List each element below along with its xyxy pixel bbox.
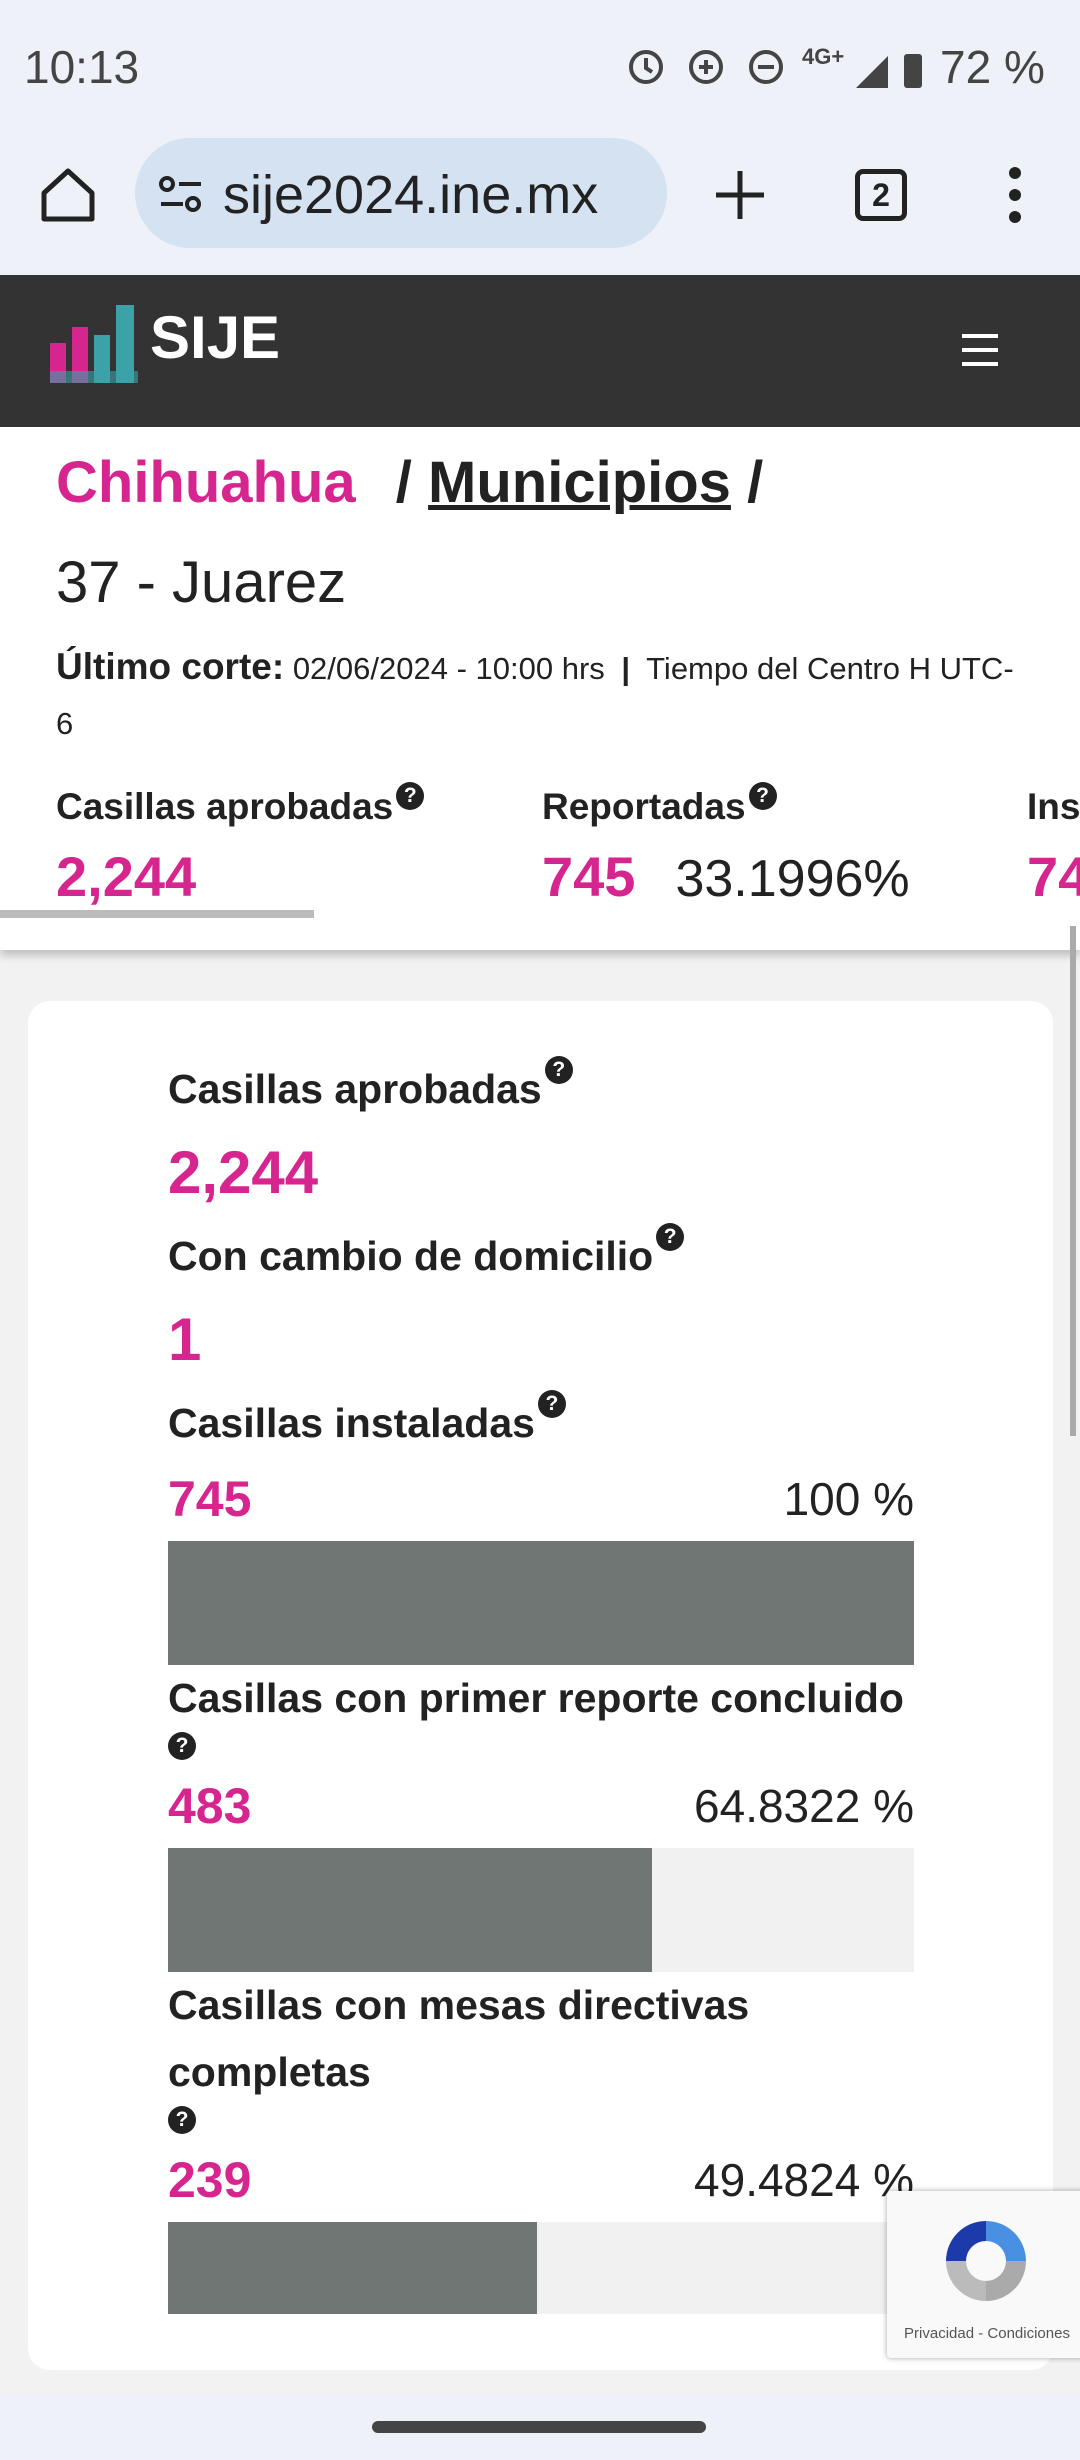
help-icon: ?	[748, 782, 777, 810]
item-value: 2,244	[168, 1139, 319, 1206]
item-label-text: Casillas con primer reporte concluido	[168, 1675, 904, 1721]
help-icon: ?	[656, 1223, 685, 1251]
cutoff-timezone: Tiempo del Centro H UTC-6	[56, 651, 1014, 741]
status-icons	[629, 50, 783, 84]
progress-fill	[168, 1848, 652, 1972]
separator: /	[747, 450, 764, 515]
item-label: Casillas aprobadas?	[168, 1056, 914, 1123]
summary-percent: 33.1996%	[675, 850, 910, 908]
browser-bar: sije2024.ine.mx 2	[0, 125, 1080, 275]
recaptcha-badge[interactable]: Privacidad - Condiciones	[887, 2191, 1080, 2358]
cutoff-label: Último corte:	[56, 646, 285, 687]
signal-battery	[856, 54, 922, 88]
summary-item: Casillas aprobadas? 2,244	[56, 782, 425, 937]
summary-value: 2,244	[56, 845, 197, 908]
progress-fill	[168, 2222, 538, 2314]
cutoff: Último corte: 02/06/2024 - 10:00 hrs | T…	[56, 639, 1016, 751]
help-row: ?	[168, 1732, 914, 1764]
location: 37 - Juarez	[56, 550, 347, 615]
item-row: 239 49.4824 %	[168, 2138, 914, 2222]
help-icon: ?	[537, 1390, 566, 1418]
item-label: Con cambio de domicilio?	[168, 1223, 914, 1290]
gesture-pill[interactable]	[372, 2421, 706, 2433]
scroll-indicator	[0, 910, 314, 918]
summary-values: 745	[1027, 832, 1080, 937]
item-label-text: Con cambio de domicilio	[168, 1233, 654, 1279]
site-header: SIJE	[0, 275, 1080, 427]
summary-item: Instaladas? 745	[1027, 782, 1080, 937]
separator: |	[621, 651, 631, 686]
item-row: 483 64.8322 %	[168, 1764, 914, 1848]
item-percent: 100 %	[783, 1473, 914, 1525]
url: sije2024.ine.mx	[223, 165, 599, 225]
site-title: SIJE	[150, 304, 281, 371]
separator: /	[395, 450, 412, 515]
menu-button[interactable]	[1000, 165, 1030, 225]
clock: 10:13	[24, 41, 140, 93]
help-icon: ?	[168, 1732, 196, 1760]
battery: 72 %	[940, 41, 1045, 93]
item-count: 239	[168, 2152, 252, 2208]
site-info-icon[interactable]	[159, 174, 203, 214]
breadcrumb-section[interactable]: Municipios	[428, 450, 731, 515]
summary-value: 745	[1027, 845, 1080, 908]
recaptcha-logo	[946, 2221, 1026, 2301]
card-content: Casillas aprobadas? 2,244 Con cambio de do…	[168, 1056, 914, 2314]
item-label-text: Casillas aprobadas	[168, 1066, 542, 1112]
progress-fill	[168, 1541, 914, 1665]
card: Casillas aprobadas? 2,244 Con cambio de do…	[28, 1001, 1053, 2370]
item-label: Casillas con primer reporte concluido	[168, 1665, 914, 1732]
item-row: 745 100 %	[168, 1457, 914, 1541]
progress-track	[168, 1541, 914, 1665]
summary-label-text: Casillas aprobadas	[56, 786, 394, 827]
breadcrumb-state[interactable]: Chihuahua	[56, 450, 356, 515]
new-tab-button[interactable]	[712, 167, 768, 223]
nav-bar	[0, 2394, 1080, 2460]
recaptcha-links[interactable]: Privacidad - Condiciones	[904, 2325, 1070, 2342]
item-count: 745	[168, 1471, 252, 1527]
scrollbar	[1070, 926, 1076, 1436]
hamburger[interactable]	[960, 330, 1000, 370]
status-bar: 10:13 4G+ 72 %	[0, 0, 1080, 125]
help-icon: ?	[544, 1056, 573, 1084]
summary-label: Casillas aprobadas?	[56, 782, 425, 832]
help-icon: ?	[396, 782, 425, 810]
home-button[interactable]	[38, 165, 98, 225]
summary-item: Reportadas? 745 33.1996%	[542, 782, 910, 937]
summary-label-text: Instaladas	[1027, 786, 1080, 827]
item-label-text: Casillas con mesas directivas completas	[168, 1982, 750, 2095]
item-label: Casillas instaladas?	[168, 1390, 914, 1457]
summary-value: 745	[542, 845, 636, 908]
item-label-text: Casillas instaladas	[168, 1400, 535, 1446]
logo	[50, 305, 138, 383]
network: 4G+	[802, 44, 845, 69]
item-value: 1	[168, 1306, 202, 1373]
summary-values: 745 33.1996%	[542, 832, 910, 937]
item-percent: 64.8322 %	[694, 1780, 914, 1832]
breadcrumb: Chihuahua / Municipios /	[56, 449, 763, 516]
cutoff-datetime: 02/06/2024 - 10:00 hrs	[292, 651, 605, 686]
summary-values: 2,244	[56, 832, 424, 937]
progress-track	[168, 1848, 914, 1972]
progress-track	[168, 2222, 914, 2314]
help-row: ?	[168, 2106, 914, 2138]
summary-label: Instaladas?	[1027, 782, 1080, 832]
tab-count[interactable]: 2	[855, 169, 907, 221]
summary-panel: Chihuahua / Municipios / 37 - Juarez Últ…	[0, 427, 1080, 950]
item-label: Casillas con mesas directivas completas	[168, 1972, 914, 2106]
item-percent: 49.4824 %	[694, 2154, 914, 2206]
item-count: 483	[168, 1778, 252, 1834]
url-bar[interactable]: sije2024.ine.mx	[135, 138, 667, 248]
help-icon: ?	[168, 2106, 196, 2134]
summary-label-text: Reportadas	[542, 786, 746, 827]
summary-label: Reportadas?	[542, 782, 910, 832]
